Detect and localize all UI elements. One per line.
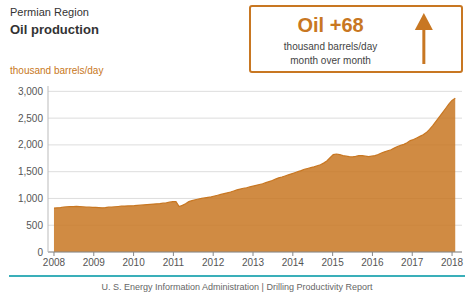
x-tick <box>173 252 174 256</box>
x-tick-label: 2008 <box>43 257 66 268</box>
chart: Permian Region Oil production thousand bar… <box>0 0 474 298</box>
grid <box>48 91 462 252</box>
y-axis-line <box>48 86 49 252</box>
x-tick-label: 2010 <box>122 257 145 268</box>
y-tick-label: 2,500 <box>18 113 43 124</box>
x-tick <box>133 252 134 256</box>
x-tick <box>213 252 214 256</box>
y-tick-label: 500 <box>26 220 43 231</box>
separator <box>9 275 465 277</box>
y-tick-label: 1,500 <box>18 166 43 177</box>
footer: U. S. Energy Information Administration … <box>102 282 373 292</box>
grid-line <box>48 118 462 119</box>
line <box>54 98 455 208</box>
x-tick <box>53 252 54 256</box>
annotation: month over month <box>290 55 371 66</box>
arrow-head <box>415 13 433 30</box>
annotation: Oil +68 <box>297 14 363 36</box>
x-tick <box>332 252 333 256</box>
y-axis-label: thousand barrels/day <box>10 65 103 76</box>
x-tick <box>452 252 453 256</box>
x-tick-label: 2015 <box>322 257 345 268</box>
x-tick-label: 2017 <box>401 257 424 268</box>
x-axis-line <box>48 252 462 253</box>
x-tick-label: 2016 <box>361 257 384 268</box>
area <box>54 98 455 252</box>
title: Oil production <box>10 22 99 37</box>
x-tick <box>93 252 94 256</box>
x-tick-label: 2012 <box>202 257 225 268</box>
x-tick-label: 2013 <box>242 257 265 268</box>
y-tick-label: 0 <box>37 247 43 258</box>
x-tick <box>372 252 373 256</box>
x-tick <box>253 252 254 256</box>
info-box <box>250 6 462 72</box>
plot-area <box>54 98 455 252</box>
x-tick-label: 2018 <box>441 257 464 268</box>
y-tick-label: 1,000 <box>18 193 43 204</box>
y-tick-label: 2,000 <box>18 139 43 150</box>
arrow-shaft <box>422 28 425 64</box>
x-tick-label: 2014 <box>282 257 305 268</box>
x-tick-label: 2011 <box>163 257 185 268</box>
x-tick <box>292 252 293 256</box>
y-tick-label: 3,000 <box>18 86 43 97</box>
subtitle: Permian Region <box>10 6 89 18</box>
grid-line <box>48 252 462 253</box>
x-tick-label: 2009 <box>83 257 106 268</box>
grid-line <box>48 91 462 92</box>
annotation: thousand barrels/day <box>284 41 377 52</box>
x-tick <box>412 252 413 256</box>
